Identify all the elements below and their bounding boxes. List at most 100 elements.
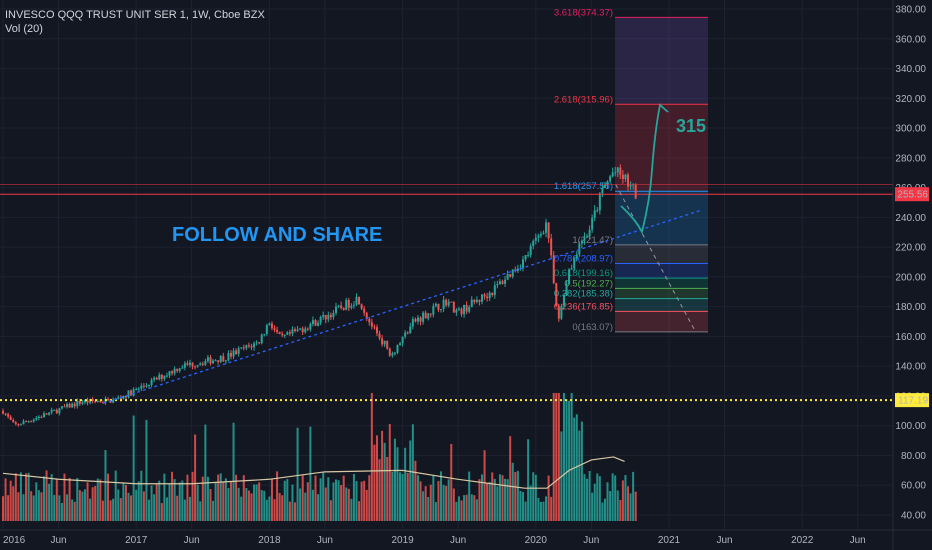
volume-bar [186,474,189,521]
time-axis-tick-label: 2021 [658,535,681,546]
volume-bar [265,499,268,521]
volume-bar [445,485,448,521]
candle-body [135,388,138,390]
candle-body [112,399,115,403]
volume-bar [519,490,522,521]
candle-body [255,342,258,344]
volume-bar [609,491,612,521]
candle-body [278,331,281,334]
volume-bar [314,475,317,521]
candle-body [345,299,348,310]
volume-bar [255,484,258,521]
volume-bar [27,472,30,521]
candle-body [76,400,79,407]
trendline [102,209,703,405]
chart-legend: INVESCO QQQ TRUST UNIT SER 1, 1W, Cboe B… [5,8,265,36]
candle-body [580,240,583,244]
volume-bar [232,422,235,521]
projection-path [620,103,669,235]
candle-body [452,301,455,313]
candle-body [337,305,340,307]
volume-indicator-title[interactable]: Vol (20) [5,23,43,35]
volume-bar [17,492,20,521]
time-axis-tick-label: Jun [583,535,599,546]
candle-body [542,232,545,235]
candle-body [368,318,371,323]
volume-bar [206,476,209,521]
volume-bar [511,462,514,521]
volume-bar [132,415,135,521]
candle-body [258,342,261,344]
time-axis-tick-label: Jun [317,535,333,546]
volume-bar [212,500,215,521]
projection-diagonal [615,184,697,333]
volume-bar [552,392,555,521]
volume-bar [606,482,609,521]
candle-body [575,254,578,259]
candle-body [50,409,53,413]
fib-level-label: 1.618(257.56) [554,181,613,192]
candle-body [245,345,248,349]
candle-body [301,328,304,333]
volume-bar [591,492,594,521]
candle-body [224,360,227,362]
candle-body [501,281,504,284]
candle-body [532,240,535,246]
candle-body [176,368,179,371]
candle-body [4,413,7,415]
volume-bar [493,478,496,521]
volume-bar [627,486,630,521]
candle-body [40,416,43,418]
candle-body [37,416,40,418]
volume-bar [173,479,176,521]
volume-bar [181,480,184,521]
volume-bar [363,480,366,521]
volume-bar [270,478,273,521]
volume-bar [327,477,330,521]
volume-bar [101,500,104,521]
volume-bar [347,488,350,521]
candle-body [347,299,350,308]
volume-bar [176,495,179,521]
candle-body [460,308,463,315]
volume-ma-path [2,456,625,489]
volume-bar [237,487,240,521]
volume-bar [2,496,4,521]
candle-body [25,421,28,423]
candle-body [355,296,358,305]
volume-bar [429,484,432,521]
volume-bar [19,472,22,521]
candle-body [527,254,530,256]
candle-body [634,184,637,199]
candle-body [209,357,212,364]
candle-body [281,333,284,336]
candle-body [317,322,320,326]
candle-body [212,360,215,364]
candle-body [217,360,220,363]
volume-bar [12,486,15,521]
volume-bar [442,484,445,521]
candle-body [137,388,140,390]
symbol-title[interactable]: INVESCO QQQ TRUST UNIT SER 1, 1W, Cboe B… [5,9,265,21]
volume-bar [496,486,499,521]
candle-body [401,336,404,344]
volume-bar [460,500,463,521]
volume-bar [332,482,335,521]
volume-bar [217,474,220,521]
volume-bar [148,499,151,521]
candle-body [529,245,532,255]
volume-bar [381,430,384,521]
volume-bar [86,482,89,521]
volume-bar [209,488,212,521]
candle-body [17,424,20,426]
volume-bar [373,444,376,521]
candle-body [263,334,266,336]
volume-bar [419,481,422,521]
volume-bar [619,500,622,521]
candle-body [273,328,276,330]
fib-level-label: 0.5(192.27) [564,278,613,289]
candle-body [399,343,402,345]
volume-bar [73,501,76,521]
target-annotation: 315 [676,116,706,136]
